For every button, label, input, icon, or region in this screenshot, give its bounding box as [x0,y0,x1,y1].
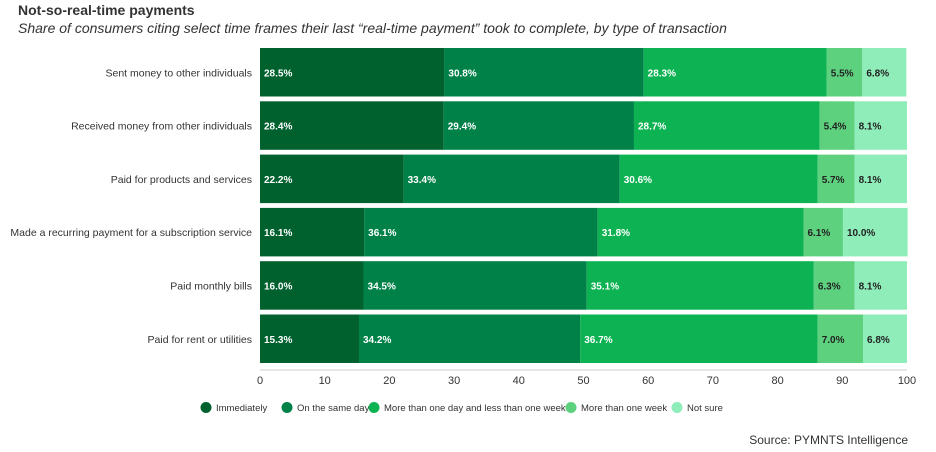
bar-segment [443,101,634,150]
legend-marker [671,402,683,413]
bar-segment [260,154,404,204]
data-label: 36.7% [584,335,612,346]
x-tick-label: 0 [257,375,263,387]
chart-title: Not-so-real-time payments [18,2,195,18]
legend-label: On the same day [297,403,370,414]
legend-label: Immediately [216,403,267,414]
x-tick-label: 60 [642,375,654,387]
bar-segment [863,314,907,363]
data-label: 36.1% [368,228,396,239]
data-label: 30.8% [448,68,476,79]
legend-label: Not sure [687,403,723,414]
data-label: 34.5% [368,281,396,292]
legend-marker [565,402,577,413]
source-note: Source: PYMNTS Intelligence [749,433,908,447]
data-label: 15.3% [264,335,292,346]
data-label: 22.2% [264,175,292,186]
data-label: 33.4% [408,175,436,186]
bar-segment [813,261,855,310]
bar-segment [260,101,444,150]
category-label: Paid for products and services [111,174,252,186]
bar-segment [364,207,598,257]
category-label: Made a recurring payment for a subscript… [10,227,252,239]
x-tick-label: 70 [707,375,719,387]
category-label: Sent money to other individuals [105,67,252,79]
data-label: 16.1% [264,228,292,239]
chart-subtitle: Share of consumers citing select time fr… [18,20,727,36]
bar-segment [580,314,818,363]
data-label: 30.6% [624,175,652,186]
bar-segment [586,261,814,310]
legend-label: More than one week [581,403,667,414]
data-label: 5.4% [824,122,847,133]
bar-segment [619,154,818,204]
data-label: 8.1% [859,281,882,292]
data-label: 34.2% [363,335,391,346]
bar-segment [854,154,907,204]
bar-segment [597,207,804,257]
category-label: Paid monthly bills [170,280,252,292]
bar-segment [260,48,445,97]
bar-segment [854,101,907,150]
bar-segment [633,101,820,150]
x-tick-label: 100 [898,375,916,387]
data-label: 6.1% [807,228,830,239]
x-tick-label: 80 [771,375,783,387]
data-label: 5.7% [822,175,845,186]
bar-segment [862,48,907,97]
category-label: Paid for rent or utilities [148,334,252,346]
category-label: Received money from other individuals [71,121,252,133]
data-label: 16.0% [264,281,292,292]
legend-marker [281,402,293,413]
data-label: 5.5% [831,68,854,79]
data-label: 6.8% [867,335,890,346]
bar-segment [363,261,587,310]
data-label: 28.7% [638,122,666,133]
x-tick-label: 40 [513,375,525,387]
x-tick-label: 50 [577,375,589,387]
legend-label: More than one day and less than one week [384,403,566,414]
bar-segment [358,314,581,363]
legend-marker [200,402,212,413]
data-label: 8.1% [859,122,882,133]
data-label: 6.3% [818,281,841,292]
data-label: 29.4% [448,122,476,133]
bar-segment [819,101,855,150]
bar-segment [854,261,907,310]
data-label: 7.0% [822,335,845,346]
bar-segment [403,154,620,204]
data-label: 28.5% [264,68,292,79]
data-label: 31.8% [602,228,630,239]
data-label: 35.1% [591,281,619,292]
data-label: 10.0% [847,228,875,239]
bar-segment [260,207,365,257]
bar-segment [817,154,855,204]
bar-segment [842,207,908,257]
legend-marker [368,402,380,413]
bar-segment [643,48,827,97]
data-label: 6.8% [866,68,889,79]
bar-segment [260,261,364,310]
bar-segment [817,314,864,363]
data-label: 28.4% [264,122,292,133]
data-label: 8.1% [859,175,882,186]
x-tick-label: 90 [836,375,848,387]
bar-segment [826,48,863,97]
bar-segment [444,48,644,97]
x-tick-label: 10 [319,375,331,387]
bar-segment [803,207,843,257]
data-label: 28.3% [648,68,676,79]
x-tick-label: 20 [383,375,395,387]
bar-segment [260,314,359,363]
x-tick-label: 30 [448,375,460,387]
